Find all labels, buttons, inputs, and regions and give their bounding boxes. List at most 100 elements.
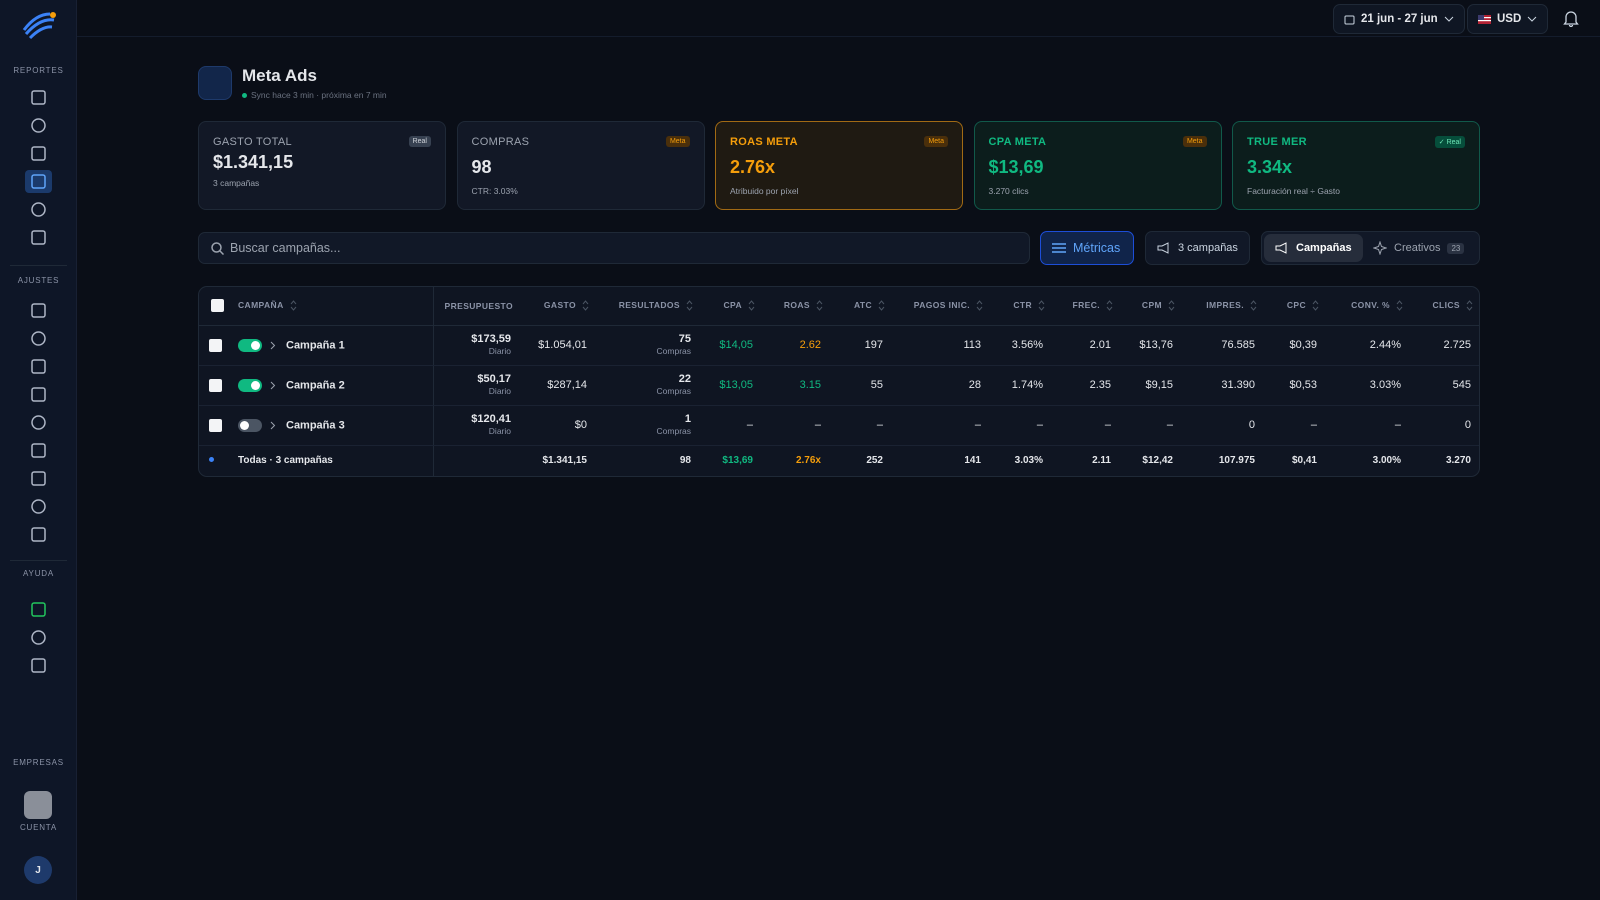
spend-cell: $287,14 — [521, 365, 597, 406]
column-header[interactable]: CAMPAÑA — [199, 287, 434, 326]
column-header[interactable]: CTR — [991, 287, 1053, 326]
nav-icon[interactable] — [30, 386, 47, 403]
sidebar-section: REPORTES — [13, 66, 64, 75]
column-header[interactable]: ROAS — [763, 287, 831, 326]
conv: 2.44% — [1369, 339, 1401, 351]
status-toggle[interactable] — [238, 338, 262, 352]
kpi-badge: Meta — [924, 136, 948, 147]
header-icon — [198, 66, 232, 100]
cpc: $0,39 — [1289, 339, 1317, 351]
nav-icon[interactable] — [30, 145, 47, 162]
results-label: Compras — [656, 426, 691, 436]
column-label: CTR — [1013, 300, 1032, 311]
kpi-card: TRUE MER ✓ Real 3.34x Facturación real ÷ Ga… — [1232, 121, 1480, 210]
page-title: Meta Ads — [242, 66, 317, 85]
column-header[interactable]: RESULTADOS — [597, 287, 701, 326]
spend: $0 — [574, 419, 587, 431]
total-conv: 3.00% — [1327, 444, 1411, 476]
column-label: CLICS — [1432, 300, 1460, 311]
tab-creatives[interactable]: Creativos 23 — [1362, 234, 1475, 262]
header-row: CAMPAÑA PRESUPUESTO GASTO RESULTADOS CPA ROAS… — [199, 287, 1479, 326]
nav-icon[interactable] — [30, 657, 47, 674]
nav-icon[interactable] — [30, 601, 47, 618]
results-cell: 75 Compras — [597, 325, 701, 366]
spend-cell: $1.054,01 — [521, 325, 597, 366]
nav-icon[interactable] — [30, 470, 47, 487]
search-box[interactable]: Buscar campañas... — [198, 232, 1030, 264]
column-label: FREC. — [1072, 300, 1100, 311]
roas-cell: 3.15 — [763, 365, 831, 406]
cpa: $14,05 — [719, 339, 753, 351]
sidebar-section: CUENTA — [19, 823, 58, 832]
nav-icon[interactable] — [30, 117, 47, 134]
conv-cell: 3.03% — [1327, 365, 1411, 406]
currency-button[interactable]: USD — [1467, 4, 1549, 34]
metrics-button[interactable]: Métricas — [1040, 231, 1134, 265]
results-cell: 1 Compras — [597, 405, 701, 446]
nav-icon[interactable] — [30, 330, 47, 347]
total-row: Todas · 3 campañas $1.341,15 98 $13,69 2.76x… — [199, 444, 1479, 476]
cpc-cell: – — [1265, 405, 1327, 446]
column-header[interactable]: FREC. — [1053, 287, 1121, 326]
nav-icon[interactable] — [30, 89, 47, 106]
budget-cell: $173,59 Diario — [433, 325, 521, 366]
nav-icon[interactable] — [30, 526, 47, 543]
column-header[interactable]: PAGOS INIC. — [893, 287, 991, 326]
spend: $287,14 — [547, 379, 587, 391]
column-label: PAGOS INIC. — [913, 300, 970, 311]
atc-cell: – — [831, 405, 893, 446]
total-clicks: 3.270 — [1411, 444, 1479, 476]
cpc: – — [1310, 419, 1317, 431]
impressions: 31.390 — [1221, 379, 1255, 391]
nav-icon[interactable] — [30, 414, 47, 431]
atc: – — [876, 419, 883, 431]
column-header[interactable]: IMPRES. — [1183, 287, 1265, 326]
column-header[interactable]: CPC — [1265, 287, 1327, 326]
status-toggle[interactable] — [238, 378, 262, 392]
column-header[interactable]: CPM — [1121, 287, 1183, 326]
campaign-name: Campaña 2 — [286, 378, 345, 391]
nav-icon[interactable] — [30, 358, 47, 375]
roas: 3.15 — [799, 379, 821, 391]
tab-campaigns[interactable]: Campañas — [1264, 234, 1363, 262]
company-avatar[interactable] — [24, 791, 52, 819]
nav-icon[interactable] — [30, 229, 47, 246]
column-header[interactable]: PRESUPUESTO — [433, 287, 521, 326]
nav-icon[interactable] — [25, 170, 52, 193]
nav-icon[interactable] — [30, 498, 47, 515]
payments: 28 — [968, 379, 981, 391]
cpa-cell: – — [701, 405, 763, 446]
nav-icon[interactable] — [30, 629, 47, 646]
kpi-label: CPA META — [988, 136, 1047, 148]
spend-cell: $0 — [521, 405, 597, 446]
results: 22 — [678, 373, 691, 385]
column-header[interactable]: CONV. % — [1327, 287, 1411, 326]
column-header[interactable]: ATC — [831, 287, 893, 326]
column-header[interactable]: CPA — [701, 287, 763, 326]
campaign-name: Campaña 3 — [286, 418, 345, 431]
column-header[interactable]: CLICS — [1411, 287, 1479, 326]
freq: 2.01 — [1089, 339, 1111, 351]
budget: $120,41 — [471, 413, 511, 425]
sidebar: REPORTES AJUSTES AYUDA EMPRESAS CUENTA J — [0, 0, 77, 900]
ctr: 1.74% — [1011, 379, 1043, 391]
freq-cell: – — [1053, 405, 1121, 446]
nav-icon[interactable] — [30, 201, 47, 218]
budget-cell: $50,17 Diario — [433, 365, 521, 406]
impressions-cell: 31.390 — [1183, 365, 1265, 406]
status-toggle[interactable] — [238, 418, 262, 432]
date-range-button[interactable]: 21 jun - 27 jun — [1333, 4, 1465, 34]
kpi-label: TRUE MER — [1247, 136, 1307, 148]
user-avatar[interactable]: J — [24, 856, 52, 884]
budget-cell: $120,41 Diario — [433, 405, 521, 446]
kpi-badge: Real — [408, 136, 431, 147]
atc: 55 — [870, 379, 883, 391]
notifications[interactable] — [1563, 10, 1579, 32]
currency: USD — [1497, 13, 1522, 25]
column-header[interactable]: GASTO — [521, 287, 597, 326]
kpi-card: CPA META Meta $13,69 3.270 clics — [973, 121, 1222, 210]
campaign-filter[interactable]: 3 campañas — [1145, 231, 1250, 265]
nav-icon[interactable] — [30, 302, 47, 319]
nav-icon[interactable] — [30, 442, 47, 459]
campaign-table: CAMPAÑA PRESUPUESTO GASTO RESULTADOS CPA ROAS… — [198, 286, 1480, 477]
